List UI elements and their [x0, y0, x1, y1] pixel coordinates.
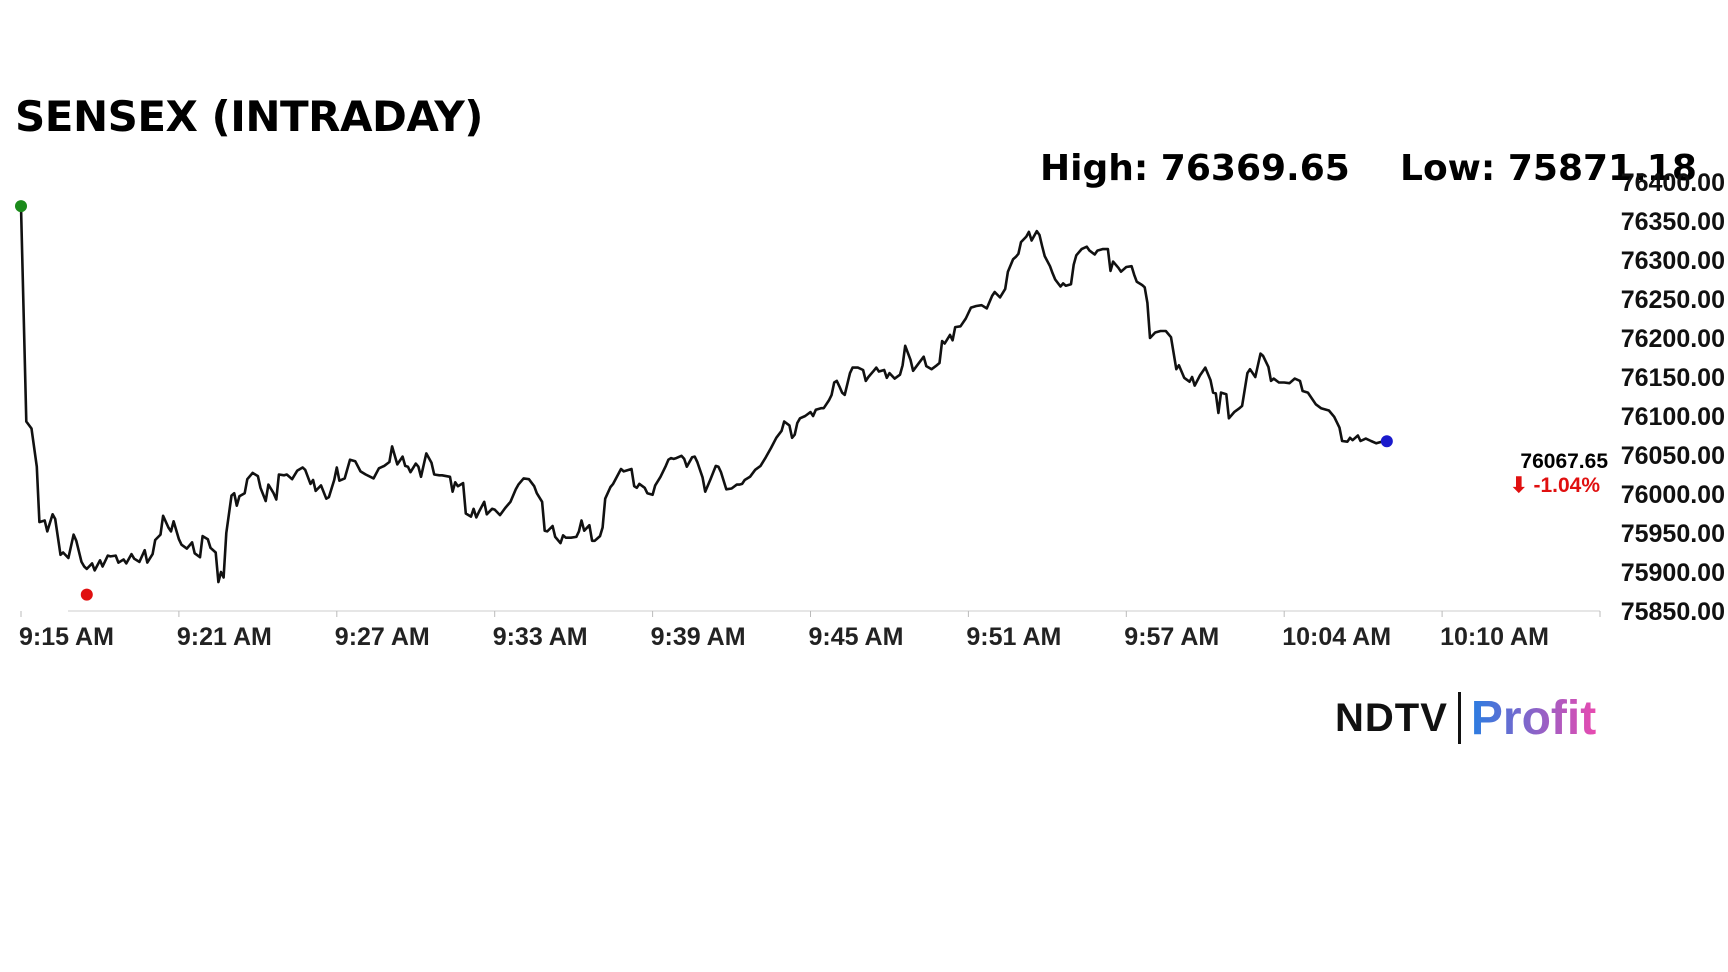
- y-tick-label: 75900.00: [1621, 559, 1725, 587]
- x-tick-label: 9:51 AM: [966, 623, 1061, 651]
- y-tick-label: 76100.00: [1621, 403, 1725, 431]
- x-tick-label: 9:15 AM: [19, 623, 114, 651]
- x-tick-label: 10:10 AM: [1440, 623, 1549, 651]
- chart-title: SENSEX (INTRADAY): [15, 92, 483, 141]
- x-axis: 9:15 AM 9:21 AM 9:27 AM 9:33 AM 9:39 AM 9:45 …: [19, 610, 1601, 651]
- y-tick-label: 76000.00: [1621, 481, 1725, 509]
- last-change-label: ⬇ -1.04%: [1510, 474, 1600, 497]
- x-tick-label: 9:57 AM: [1124, 623, 1219, 651]
- low-marker: [80, 588, 93, 601]
- x-tick-label: 9:21 AM: [177, 623, 272, 651]
- y-tick-label: 75950.00: [1621, 520, 1725, 548]
- y-tick-label: 76250.00: [1621, 286, 1725, 314]
- last-marker: [1380, 435, 1393, 448]
- x-tick-label: 9:33 AM: [493, 623, 588, 651]
- logo-divider: [1457, 692, 1461, 744]
- y-tick-label: 76300.00: [1621, 247, 1725, 275]
- logo-ndtv: NDTV: [1335, 695, 1448, 740]
- open-marker: [15, 200, 27, 213]
- y-tick-label: 76350.00: [1621, 208, 1725, 236]
- x-tick-label: 9:45 AM: [809, 623, 904, 651]
- logo-profit: Profit: [1470, 691, 1597, 745]
- y-tick-label: 76050.00: [1621, 442, 1725, 470]
- markers: [15, 200, 1393, 601]
- ndtv-profit-logo: NDTV Profit: [1335, 688, 1596, 748]
- y-tick-label: 76200.00: [1621, 325, 1725, 353]
- x-tick-label: 9:39 AM: [651, 623, 746, 651]
- x-tick-label: 10:04 AM: [1282, 623, 1391, 651]
- x-tick-label: 9:27 AM: [335, 623, 430, 651]
- low-value: Low: 75871.18: [1400, 148, 1697, 189]
- y-axis-ticks: 76400.00 76350.00 76300.00 76250.00 76200.00…: [1621, 169, 1725, 626]
- series-line-sensex: [19, 206, 1387, 584]
- y-tick-label: 76150.00: [1621, 364, 1725, 392]
- last-value-label: 76067.65: [1520, 450, 1608, 473]
- y-tick-label: 75850.00: [1621, 598, 1725, 626]
- high-value: High: 76369.65: [1040, 148, 1350, 189]
- y-tick-label: 76400.00: [1621, 169, 1725, 197]
